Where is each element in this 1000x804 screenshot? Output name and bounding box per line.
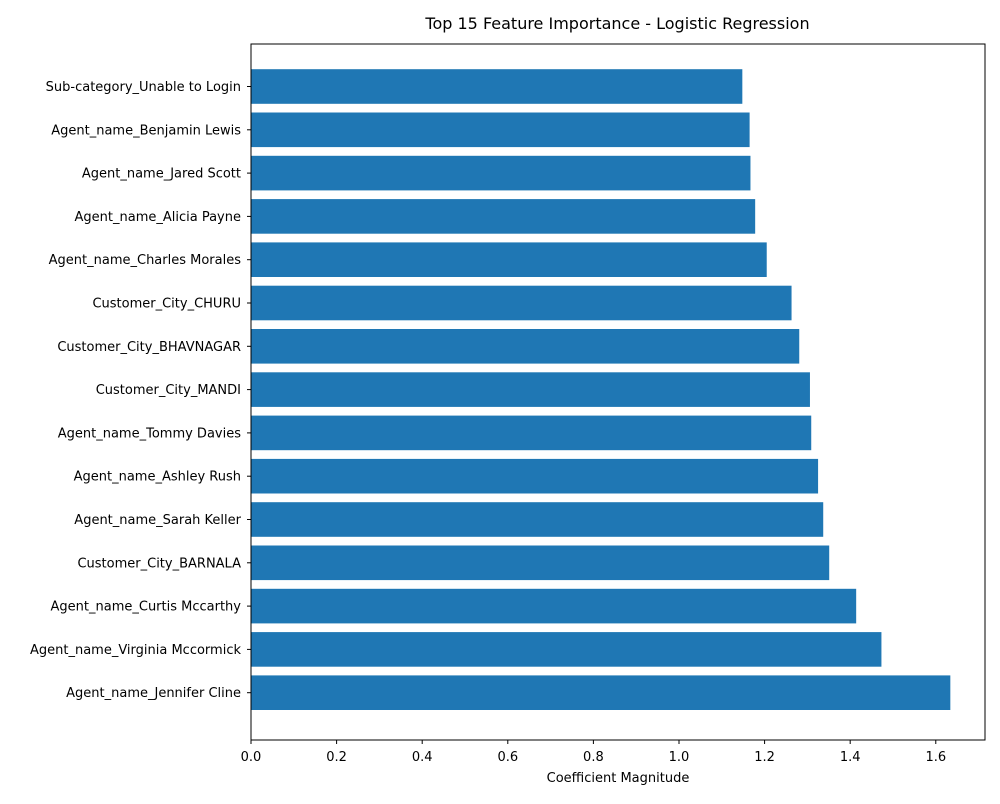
bar bbox=[251, 415, 812, 451]
bar bbox=[251, 285, 792, 321]
bars-layer bbox=[251, 69, 951, 710]
category-label: Agent_name_Alicia Payne bbox=[75, 210, 241, 225]
x-axis-ticks: 0.0 0.2 0.4 0.6 0.8 1.0 1.2 1.4 1.6 bbox=[241, 740, 946, 765]
plot-frame bbox=[250, 43, 986, 741]
category-label: Agent_name_Charles Morales bbox=[49, 253, 242, 268]
category-label: Customer_City_BHAVNAGAR bbox=[57, 340, 241, 355]
category-label: Agent_name_Jennifer Cline bbox=[66, 686, 241, 701]
x-axis-label: Coefficient Magnitude bbox=[547, 771, 690, 786]
bar bbox=[251, 329, 800, 364]
bar bbox=[251, 675, 951, 710]
bar bbox=[251, 242, 767, 277]
category-label: Agent_name_Sarah Keller bbox=[74, 513, 241, 528]
chart-title: Top 15 Feature Importance - Logistic Reg… bbox=[424, 14, 809, 33]
x-tick-label: 0.4 bbox=[412, 750, 433, 765]
bar bbox=[251, 112, 750, 148]
x-tick-label: 0.2 bbox=[326, 750, 347, 765]
x-tick-label: 0.0 bbox=[241, 750, 262, 765]
category-label: Customer_City_BARNALA bbox=[77, 556, 241, 571]
category-label: Agent_name_Virginia Mccormick bbox=[30, 643, 241, 658]
x-tick-label: 1.2 bbox=[754, 750, 775, 765]
x-tick-label: 1.4 bbox=[840, 750, 861, 765]
bar bbox=[251, 372, 810, 407]
x-tick-label: 1.6 bbox=[925, 750, 946, 765]
category-label: Customer_City_CHURU bbox=[92, 297, 241, 312]
bar bbox=[251, 458, 819, 494]
category-label: Agent_name_Curtis Mccarthy bbox=[51, 600, 242, 615]
x-tick-label: 0.6 bbox=[497, 750, 518, 765]
category-label: Agent_name_Jared Scott bbox=[82, 167, 241, 182]
category-label: Agent_name_Ashley Rush bbox=[74, 470, 241, 485]
category-label: Customer_City_MANDI bbox=[96, 383, 241, 398]
category-label: Agent_name_Benjamin Lewis bbox=[51, 123, 241, 138]
bar bbox=[251, 545, 830, 581]
category-label: Agent_name_Tommy Davies bbox=[58, 426, 241, 441]
x-tick-label: 1.0 bbox=[669, 750, 690, 765]
x-tick-label: 0.8 bbox=[583, 750, 604, 765]
category-labels: Sub-category_Unable to Login Agent_name_B… bbox=[30, 80, 251, 701]
category-label: Sub-category_Unable to Login bbox=[46, 80, 241, 95]
bar bbox=[251, 502, 824, 537]
bar bbox=[251, 588, 857, 624]
bar bbox=[251, 199, 756, 234]
bar bbox=[251, 632, 882, 667]
bar bbox=[251, 69, 743, 104]
bar bbox=[251, 155, 751, 191]
